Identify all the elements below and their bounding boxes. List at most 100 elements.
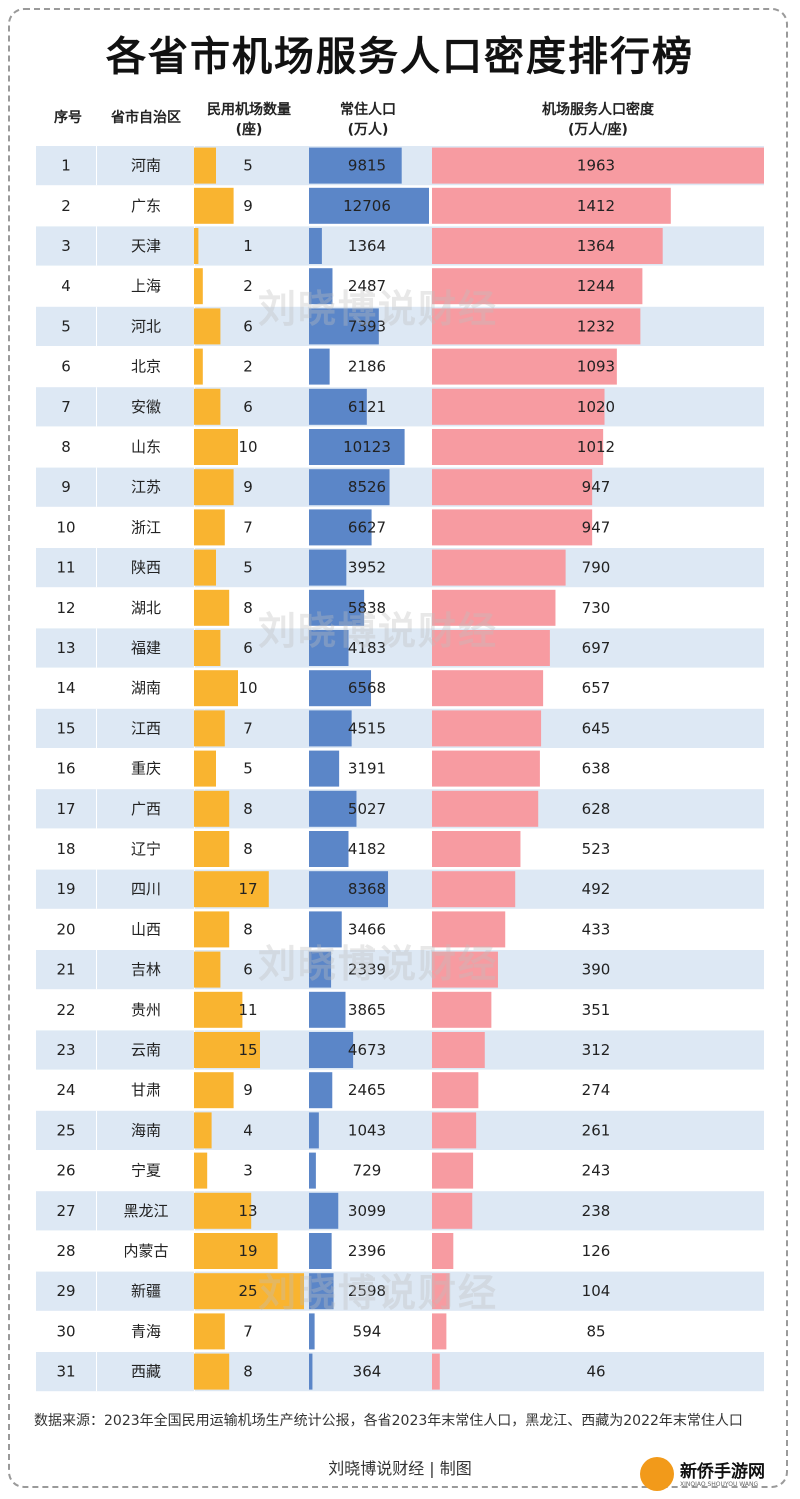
column-divider xyxy=(96,427,97,467)
column-divider xyxy=(96,1191,97,1231)
column-divider xyxy=(96,347,97,387)
table-row xyxy=(36,1231,764,1271)
density-value: 1412 xyxy=(577,197,615,215)
credit-line: 刘晓博说财经 | 制图 xyxy=(328,1459,472,1478)
population-bar xyxy=(309,630,349,666)
table-row xyxy=(36,588,764,628)
province-label: 湖北 xyxy=(131,599,161,617)
province-label: 福建 xyxy=(131,639,161,657)
density-value: 947 xyxy=(582,518,611,536)
table-row xyxy=(36,306,764,346)
header-province: 省市自治区 xyxy=(96,108,196,128)
airports-value: 2 xyxy=(243,358,253,376)
column-divider xyxy=(96,1352,97,1392)
density-bar xyxy=(432,1353,440,1390)
header-rank-label: 序号 xyxy=(54,110,82,126)
province-label: 北京 xyxy=(131,358,161,376)
density-bar xyxy=(432,670,544,707)
density-value: 46 xyxy=(586,1363,605,1381)
column-divider xyxy=(96,1070,97,1110)
province-label: 甘肃 xyxy=(131,1081,161,1099)
population-value: 3466 xyxy=(348,920,386,938)
population-value: 2487 xyxy=(348,277,386,295)
column-divider xyxy=(96,829,97,869)
column-divider xyxy=(96,146,97,186)
table-row xyxy=(36,1151,764,1191)
density-bar xyxy=(432,308,641,345)
logo-text: 新侨手游网 xyxy=(680,1462,765,1482)
density-bar xyxy=(432,469,593,506)
province-label: 海南 xyxy=(131,1121,161,1139)
rank-label: 21 xyxy=(56,961,75,979)
rank-label: 16 xyxy=(56,760,75,778)
population-bar xyxy=(309,871,389,908)
table-row xyxy=(36,1070,764,1110)
density-value: 1232 xyxy=(577,317,615,335)
header-density-label: 机场服务人口密度 xyxy=(542,102,654,118)
airports-value: 9 xyxy=(243,1081,253,1099)
table-row xyxy=(36,628,764,668)
population-value: 2339 xyxy=(348,961,386,979)
density-bar xyxy=(432,1192,473,1229)
table-row xyxy=(36,266,764,306)
site-logo[interactable]: 新侨手游网 XINQIAO SHOUYOU WANG xyxy=(640,1455,800,1495)
airports-bar xyxy=(194,1112,212,1149)
population-value: 4183 xyxy=(348,639,386,657)
table-row xyxy=(36,1271,764,1311)
rank-label: 1 xyxy=(61,157,71,175)
airports-value: 8 xyxy=(243,920,253,938)
column-divider xyxy=(96,749,97,789)
population-value: 5027 xyxy=(348,800,386,818)
density-bar xyxy=(432,951,498,988)
density-value: 126 xyxy=(582,1242,611,1260)
table-row xyxy=(36,1030,764,1070)
population-bar xyxy=(309,831,349,867)
rank-label: 18 xyxy=(56,840,75,858)
column-divider xyxy=(96,588,97,628)
column-divider xyxy=(96,1110,97,1150)
density-value: 1364 xyxy=(577,237,615,255)
density-bar xyxy=(432,589,556,626)
province-label: 青海 xyxy=(131,1322,161,1340)
population-value: 729 xyxy=(353,1162,382,1180)
population-value: 2465 xyxy=(348,1081,386,1099)
column-divider xyxy=(96,467,97,507)
population-value: 2598 xyxy=(348,1282,386,1300)
density-bar xyxy=(432,187,671,224)
population-bar xyxy=(309,991,346,1028)
airports-value: 11 xyxy=(238,1001,257,1019)
airports-value: 6 xyxy=(243,398,253,416)
population-value: 6627 xyxy=(348,518,386,536)
airports-value: 10 xyxy=(238,679,257,697)
airports-value: 6 xyxy=(243,961,253,979)
airports-bar xyxy=(194,1152,208,1189)
source-note: 数据来源：2023年全国民用运输机场生产统计公报，各省2023年末常住人口，黑龙… xyxy=(34,1413,743,1429)
table-row xyxy=(36,990,764,1030)
header-population-label: 常住人口 xyxy=(340,102,396,118)
population-bar xyxy=(309,1112,319,1149)
province-label: 重庆 xyxy=(131,760,161,778)
density-value: 730 xyxy=(582,599,611,617)
province-label: 四川 xyxy=(131,880,161,898)
airports-bar xyxy=(194,951,221,988)
airports-value: 7 xyxy=(243,719,253,737)
density-value: 261 xyxy=(582,1121,611,1139)
table-row xyxy=(36,1311,764,1351)
density-bar xyxy=(432,429,604,465)
airports-value: 17 xyxy=(238,880,257,898)
airports-bar xyxy=(194,630,221,666)
table-row xyxy=(36,548,764,588)
airports-bar xyxy=(194,228,199,264)
population-value: 4182 xyxy=(348,840,386,858)
density-value: 1963 xyxy=(577,157,615,175)
airports-value: 8 xyxy=(243,1363,253,1381)
column-divider xyxy=(96,668,97,708)
airports-bar xyxy=(194,670,238,707)
province-label: 山东 xyxy=(131,438,161,456)
density-bar xyxy=(432,1273,450,1310)
density-bar xyxy=(432,147,764,184)
table-row xyxy=(36,467,764,507)
airports-value: 2 xyxy=(243,277,253,295)
airports-value: 9 xyxy=(243,197,253,215)
airports-value: 5 xyxy=(243,559,253,577)
